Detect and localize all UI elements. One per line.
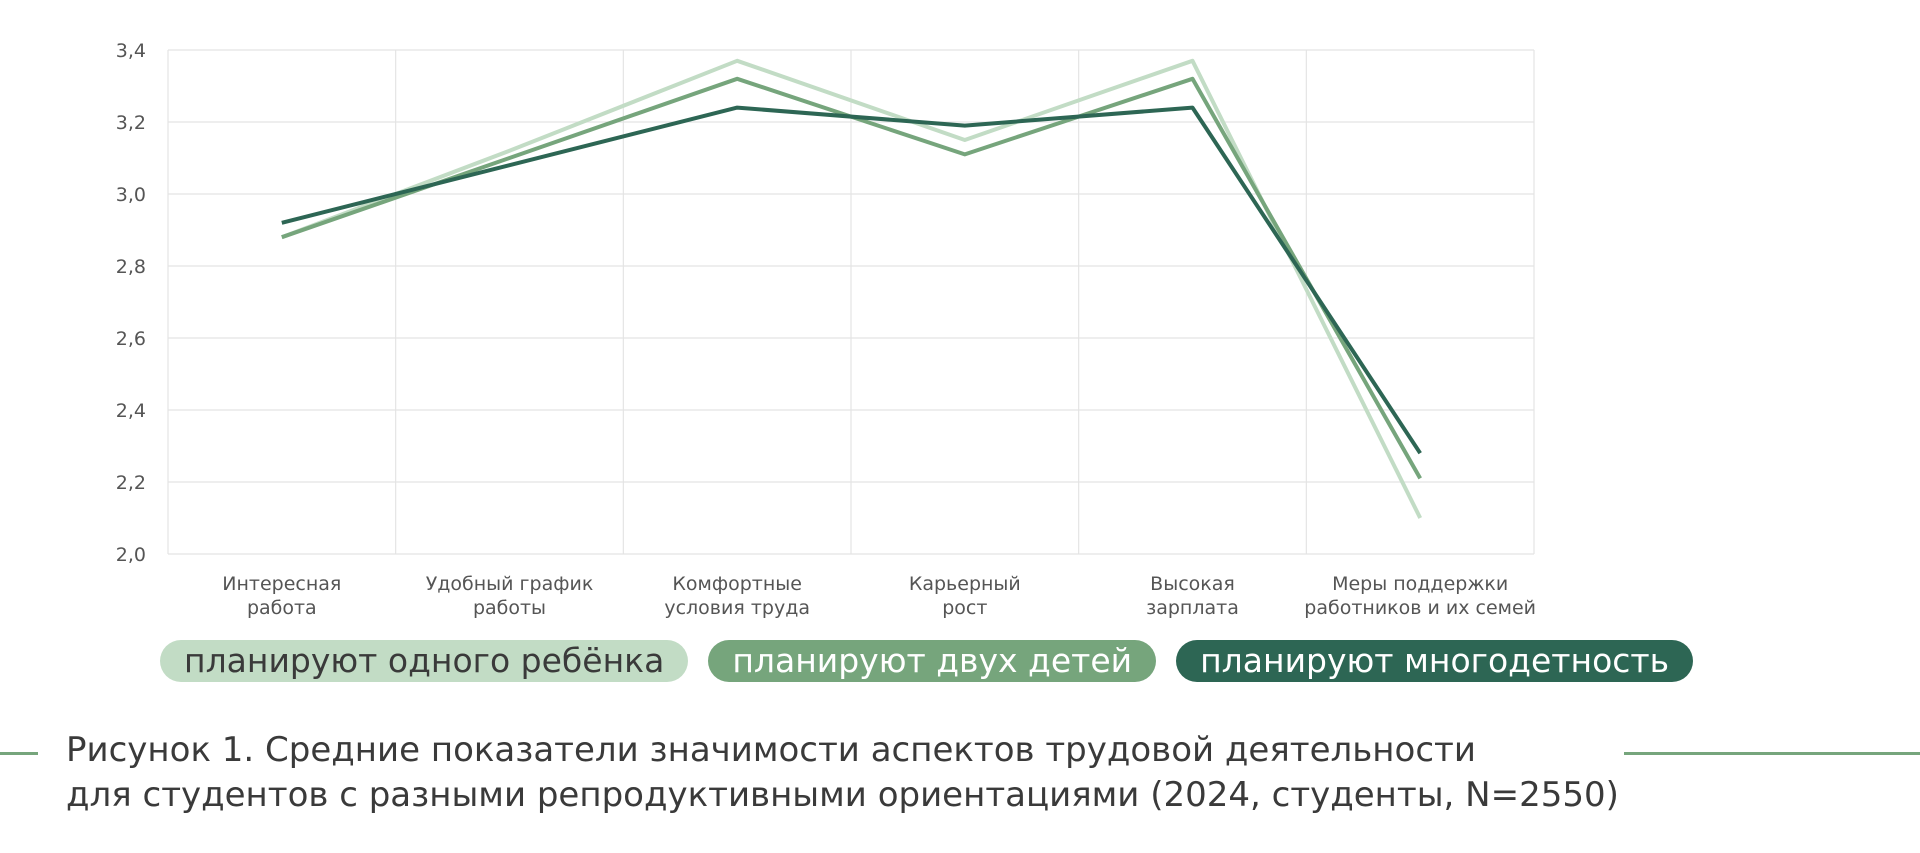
chart-series [281,58,1422,519]
caption-line-2: для студентов с разными репродуктивными … [66,775,1619,815]
y-tick-label: 3,4 [116,40,146,62]
series-line-many-children [281,105,1422,455]
x-tick-label: Карьерный рост [909,573,1021,619]
chart-grid [167,49,1535,555]
figure-caption: Рисунок 1. Средние показатели значимости… [0,728,1920,828]
y-tick-label: 2,8 [116,256,146,278]
y-tick-label: 2,2 [116,472,146,494]
x-tick-label: Удобный график работы [426,573,594,619]
x-tick-label: Интересная работа [222,573,341,619]
caption-rule-left [0,752,38,755]
chart-legend: планируют одного ребёнка планируют двух … [160,640,1694,682]
y-tick-label: 2,4 [116,400,146,422]
y-tick-label: 2,0 [116,544,146,566]
x-tick-label: Высокая зарплата [1146,573,1239,619]
y-tick-label: 3,0 [116,184,146,206]
legend-item-two-children: планируют двух детей [708,640,1157,682]
y-tick-label: 3,2 [116,112,146,134]
y-tick-label: 2,6 [116,328,146,350]
series-line-one-child [281,58,1422,519]
line-chart: 2,0 2,2 2,4 2,6 2,8 3,0 3,2 3,4 Интересная работ… [116,40,1536,619]
x-tick-label: Комфортные условия труда [664,573,810,619]
caption-line-1: Рисунок 1. Средние показатели значимости… [66,730,1476,770]
x-axis: Интересная работа Удобный график работы Комф… [222,573,1536,619]
caption-text: Рисунок 1. Средние показатели значимости… [66,728,1619,818]
x-tick-label: Меры поддержки работников и их семей [1304,573,1536,619]
legend-item-one-child: планируют одного ребёнка [160,640,689,682]
caption-rule-right [1624,752,1920,755]
y-axis: 2,0 2,2 2,4 2,6 2,8 3,0 3,2 3,4 [116,40,146,566]
legend-item-many-children: планируют многодетность [1176,640,1694,682]
